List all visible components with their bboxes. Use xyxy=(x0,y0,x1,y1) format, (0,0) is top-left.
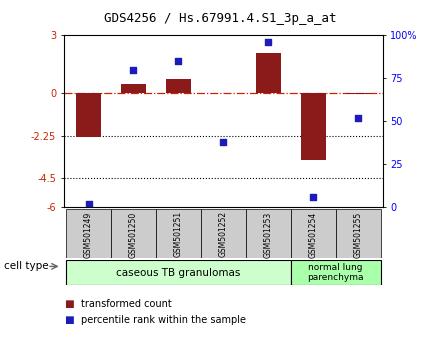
Bar xyxy=(256,52,281,93)
Bar xyxy=(201,209,246,258)
Point xyxy=(310,194,317,200)
Text: GSM501254: GSM501254 xyxy=(308,211,318,258)
Bar xyxy=(121,84,146,93)
Text: GSM501250: GSM501250 xyxy=(129,211,138,258)
Bar xyxy=(246,209,291,258)
Text: GSM501253: GSM501253 xyxy=(264,211,273,258)
Text: cell type: cell type xyxy=(4,261,49,272)
Text: caseous TB granulomas: caseous TB granulomas xyxy=(116,268,241,278)
Text: GSM501255: GSM501255 xyxy=(354,211,363,258)
Text: ■: ■ xyxy=(64,315,73,325)
Bar xyxy=(291,209,336,258)
Bar xyxy=(66,209,111,258)
Bar xyxy=(166,79,191,93)
Point xyxy=(175,58,182,64)
Point xyxy=(220,139,227,145)
Point xyxy=(130,67,137,73)
Bar xyxy=(291,260,381,285)
Bar xyxy=(156,209,201,258)
Bar xyxy=(301,93,326,160)
Point xyxy=(85,201,92,206)
Text: GSM501251: GSM501251 xyxy=(174,211,183,257)
Bar xyxy=(336,209,381,258)
Text: percentile rank within the sample: percentile rank within the sample xyxy=(81,315,246,325)
Text: GSM501249: GSM501249 xyxy=(84,211,93,258)
Bar xyxy=(76,93,101,137)
Point xyxy=(355,115,362,121)
Bar xyxy=(66,260,291,285)
Bar xyxy=(111,209,156,258)
Text: GSM501252: GSM501252 xyxy=(219,211,228,257)
Point xyxy=(265,39,272,45)
Text: GDS4256 / Hs.67991.4.S1_3p_a_at: GDS4256 / Hs.67991.4.S1_3p_a_at xyxy=(104,12,336,25)
Text: ■: ■ xyxy=(64,299,73,309)
Text: transformed count: transformed count xyxy=(81,299,171,309)
Text: normal lung
parenchyma: normal lung parenchyma xyxy=(308,263,364,282)
